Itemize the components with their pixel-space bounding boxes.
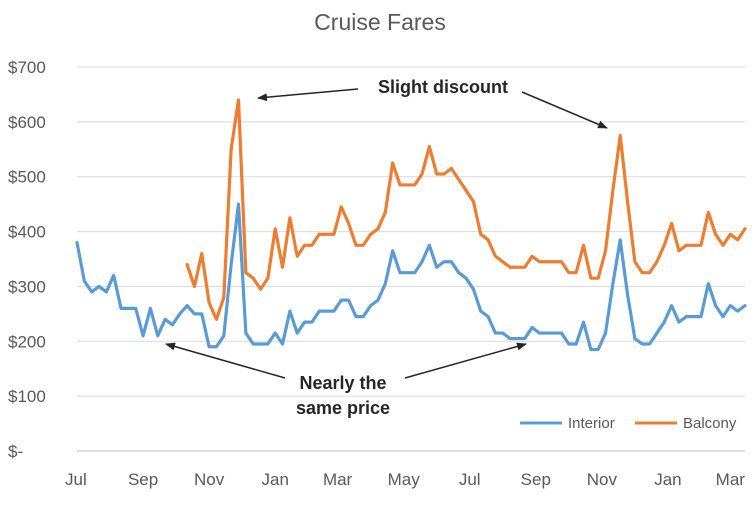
legend-label-interior: Interior <box>568 415 615 432</box>
arrow-to-second-peak <box>521 91 608 129</box>
arrow-to-sep-right <box>404 342 527 379</box>
x-tick-label: Mar <box>323 470 353 489</box>
x-tick-label: Mar <box>716 470 746 489</box>
annotation-same-price: Nearly the same price <box>165 342 527 418</box>
x-tick-label: Jul <box>65 470 87 489</box>
x-tick-label: Nov <box>587 470 618 489</box>
x-tick-label: Nov <box>194 470 225 489</box>
arrow-to-sep-left <box>165 342 286 379</box>
annotation-slight-discount: Slight discount <box>257 77 608 129</box>
legend: Interior Balcony <box>520 415 737 432</box>
series-lines <box>75 98 747 352</box>
x-tick-label: Sep <box>128 470 158 489</box>
gridlines <box>77 66 745 397</box>
y-tick-label: $400 <box>8 223 46 242</box>
x-tick-label: Jan <box>261 470 288 489</box>
y-tick-label: $300 <box>8 277 46 296</box>
x-tick-label: Jan <box>654 470 681 489</box>
y-tick-label: $100 <box>8 387 46 406</box>
y-tick-label: $700 <box>8 58 46 77</box>
chart-title: Cruise Fares <box>314 9 446 35</box>
x-axis: Jul Sep Nov Jan Mar May Jul Sep Nov Jan Mar <box>65 450 746 489</box>
y-tick-label: $600 <box>8 113 46 132</box>
y-tick-label: $200 <box>8 332 46 351</box>
x-tick-label: Jul <box>459 470 481 489</box>
series-line-balcony <box>185 98 747 321</box>
y-tick-label: $500 <box>8 168 46 187</box>
y-tick-label: $- <box>8 442 23 461</box>
x-tick-label: Sep <box>521 470 551 489</box>
y-axis: $- $100 $200 $300 $400 $500 $600 $700 <box>8 58 46 461</box>
series-line-interior <box>75 202 747 352</box>
annotation-slight-discount-text: Slight discount <box>378 77 508 97</box>
legend-label-balcony: Balcony <box>683 415 737 432</box>
annotation-same-price-line1: Nearly the <box>299 373 386 393</box>
x-tick-label: May <box>388 470 421 489</box>
annotation-same-price-line2: same price <box>296 398 390 418</box>
arrow-to-first-peak <box>257 88 359 102</box>
